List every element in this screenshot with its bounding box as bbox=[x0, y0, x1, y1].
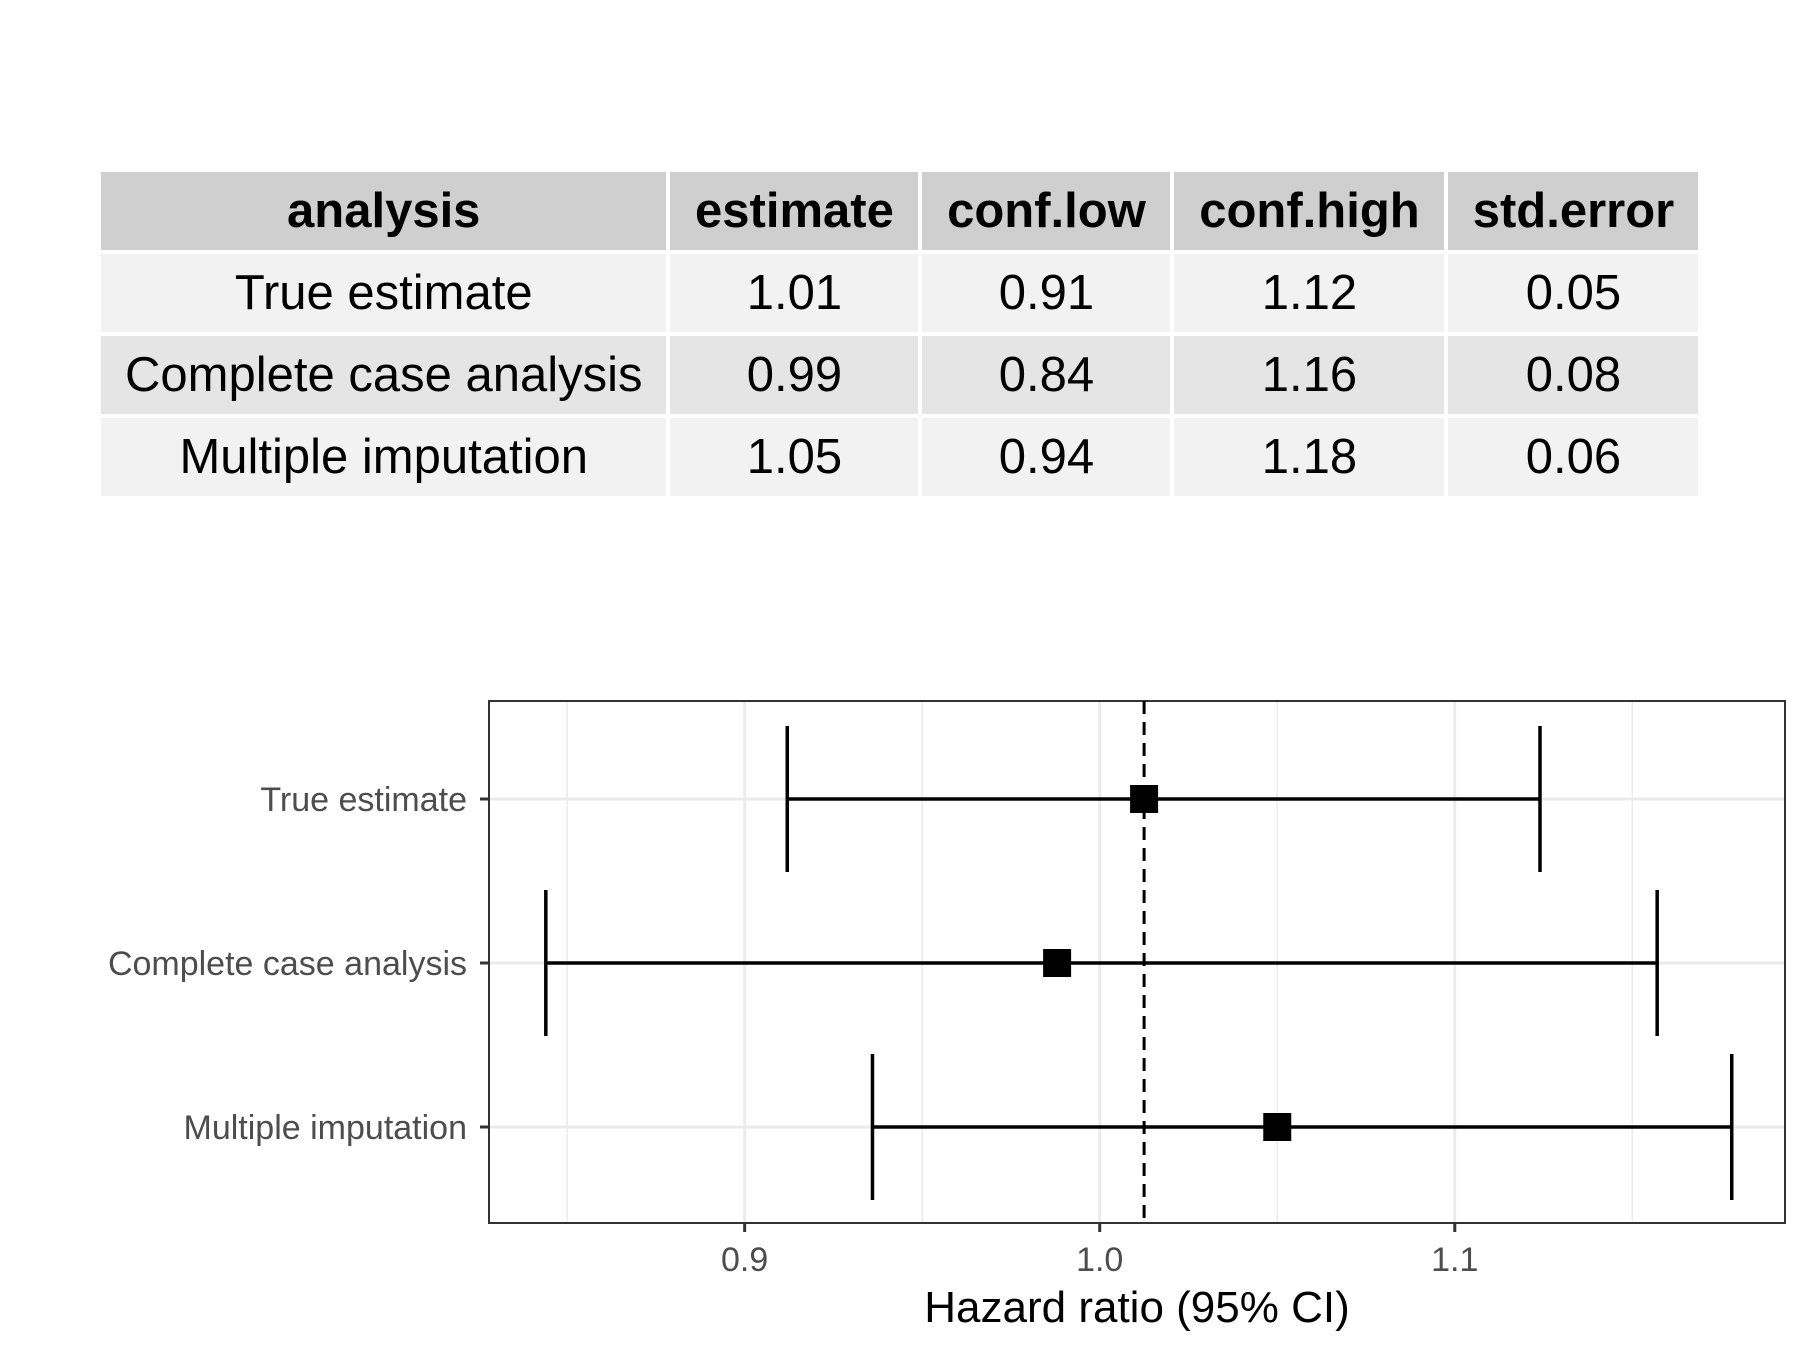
y-tick-label: Complete case analysis bbox=[108, 945, 467, 983]
y-tick-label: Multiple imputation bbox=[184, 1109, 467, 1147]
error-bars bbox=[544, 726, 1734, 1200]
table-cell: 1.16 bbox=[1174, 336, 1445, 414]
table-cell: 1.12 bbox=[1174, 254, 1445, 332]
table-cell: 0.99 bbox=[670, 336, 919, 414]
y-tick-label: True estimate bbox=[260, 781, 467, 819]
results-table: analysis estimate conf.low conf.high std… bbox=[97, 168, 1702, 500]
point-markers bbox=[1043, 785, 1292, 1141]
table-header-row: analysis estimate conf.low conf.high std… bbox=[101, 172, 1699, 250]
estimate-point bbox=[1043, 949, 1072, 977]
table-cell: 1.18 bbox=[1174, 418, 1445, 496]
table-cell: 0.94 bbox=[922, 418, 1171, 496]
y-axis: True estimate Complete case analysis Multi… bbox=[108, 781, 489, 1147]
table-cell: 0.05 bbox=[1448, 254, 1699, 332]
column-header-std-error: std.error bbox=[1448, 172, 1699, 250]
table-cell: 0.91 bbox=[922, 254, 1171, 332]
column-header-estimate: estimate bbox=[670, 172, 919, 250]
table-cell: Complete case analysis bbox=[101, 336, 667, 414]
table-cell: Multiple imputation bbox=[101, 418, 667, 496]
table-row: Multiple imputation 1.05 0.94 1.18 0.06 bbox=[101, 418, 1699, 496]
x-axis-title: Hazard ratio (95% CI) bbox=[924, 1283, 1349, 1332]
column-header-conf-high: conf.high bbox=[1174, 172, 1445, 250]
table-row: Complete case analysis 0.99 0.84 1.16 0.… bbox=[101, 336, 1699, 414]
table-cell: 0.08 bbox=[1448, 336, 1699, 414]
x-tick-label: 1.1 bbox=[1431, 1241, 1478, 1279]
x-tick-label: 1.0 bbox=[1076, 1241, 1123, 1279]
table-cell: 1.05 bbox=[670, 418, 919, 496]
estimate-point bbox=[1263, 1113, 1292, 1141]
table-cell: 0.84 bbox=[922, 336, 1171, 414]
estimate-point bbox=[1130, 785, 1159, 813]
column-header-analysis: analysis bbox=[101, 172, 667, 250]
x-axis: 0.9 1.0 1.1 bbox=[721, 1223, 1478, 1279]
table-cell: 1.01 bbox=[670, 254, 919, 332]
column-header-conf-low: conf.low bbox=[922, 172, 1171, 250]
table-cell: 0.06 bbox=[1448, 418, 1699, 496]
table-row: True estimate 1.01 0.91 1.12 0.05 bbox=[101, 254, 1699, 332]
x-tick-label: 0.9 bbox=[721, 1241, 768, 1279]
table-cell: True estimate bbox=[101, 254, 667, 332]
